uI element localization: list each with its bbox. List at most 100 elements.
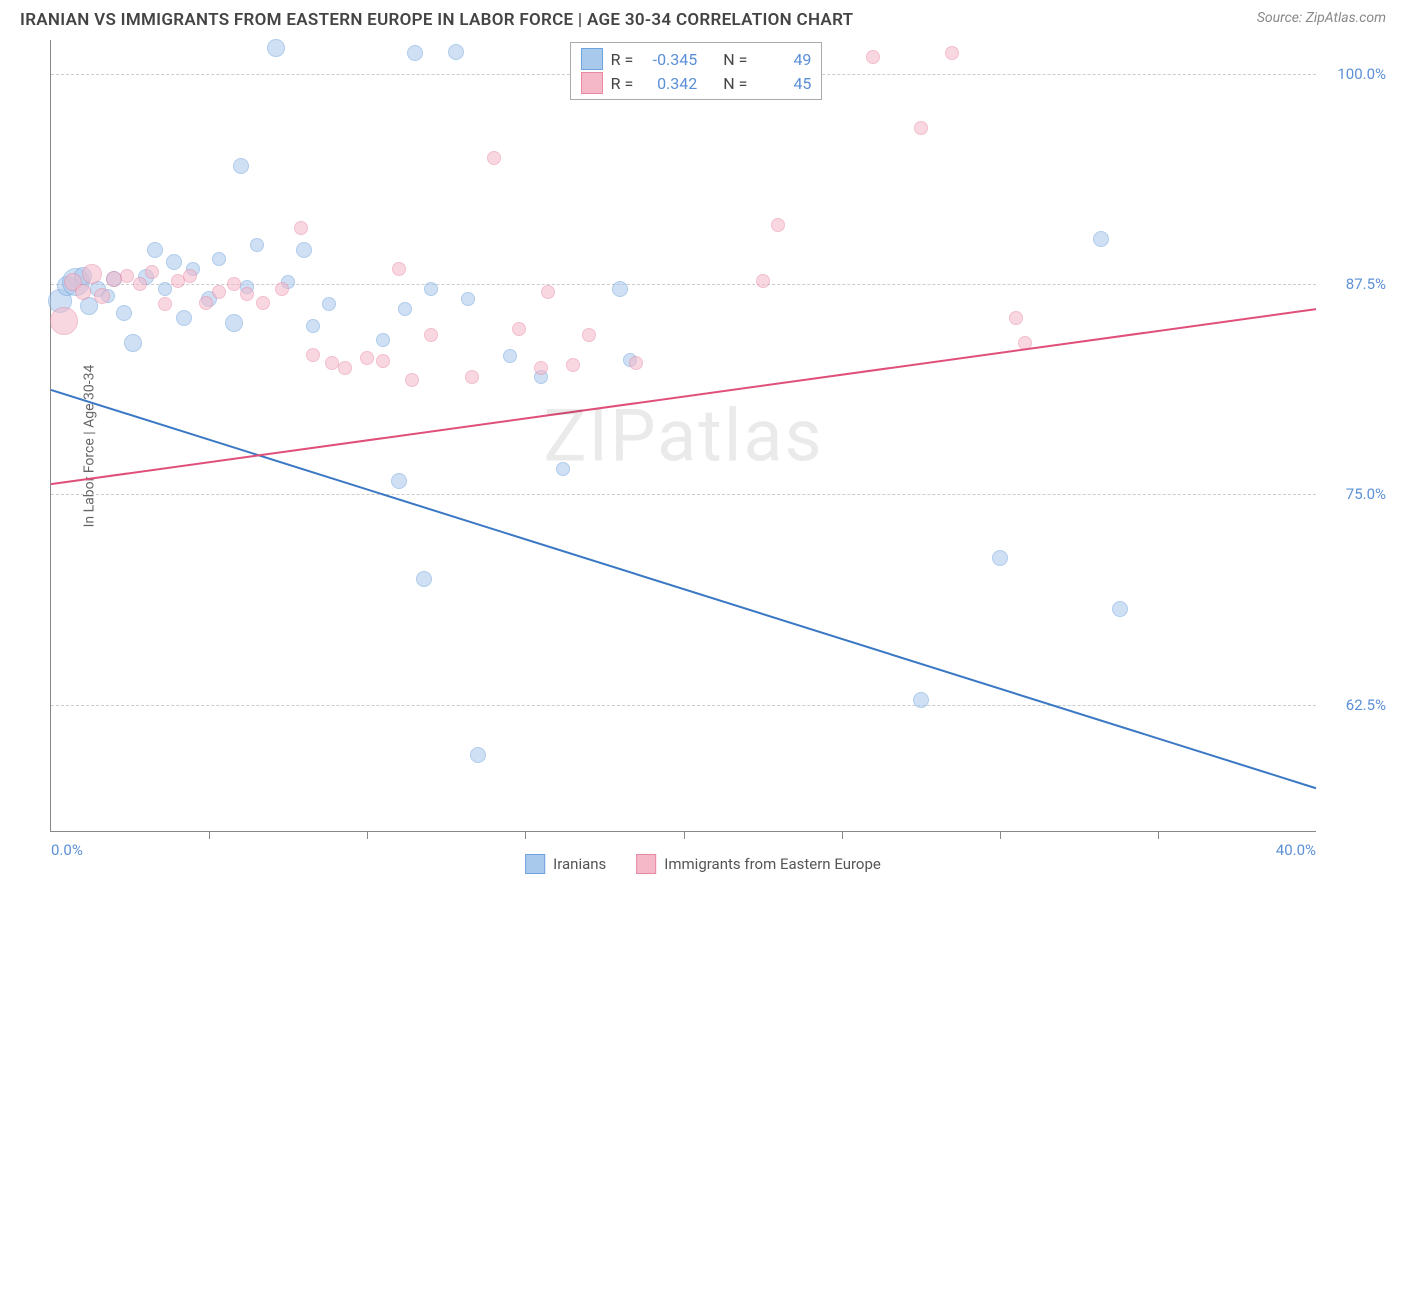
legend-label: Immigrants from Eastern Europe bbox=[664, 855, 881, 873]
data-point-iranians bbox=[322, 297, 336, 311]
data-point-iranians bbox=[461, 292, 475, 306]
data-point-iranians bbox=[391, 473, 407, 489]
grid-line bbox=[51, 494, 1316, 495]
legend-label: Iranians bbox=[553, 855, 606, 873]
legend-swatch-eastern_europe bbox=[581, 72, 603, 94]
r-value: -0.345 bbox=[641, 50, 697, 69]
data-point-eastern_europe bbox=[306, 348, 320, 362]
data-point-iranians bbox=[1093, 231, 1109, 247]
data-point-iranians bbox=[212, 252, 226, 266]
data-point-iranians bbox=[992, 550, 1008, 566]
data-point-eastern_europe bbox=[94, 288, 110, 304]
legend-item-iranians: Iranians bbox=[525, 854, 606, 874]
data-point-eastern_europe bbox=[465, 370, 479, 384]
data-point-eastern_europe bbox=[294, 221, 308, 235]
data-point-iranians bbox=[407, 45, 423, 61]
data-point-iranians bbox=[612, 281, 628, 297]
data-point-eastern_europe bbox=[566, 358, 580, 372]
data-point-eastern_europe bbox=[771, 218, 785, 232]
r-label: R = bbox=[611, 50, 634, 69]
x-tick bbox=[525, 831, 526, 839]
r-label: R = bbox=[611, 74, 634, 93]
data-point-eastern_europe bbox=[82, 264, 102, 284]
y-tick-label: 87.5% bbox=[1346, 275, 1386, 293]
r-value: 0.342 bbox=[641, 74, 697, 93]
data-point-iranians bbox=[424, 282, 438, 296]
data-point-iranians bbox=[225, 314, 243, 332]
data-point-iranians bbox=[233, 158, 249, 174]
n-value: 45 bbox=[755, 74, 811, 93]
n-label: N = bbox=[723, 74, 747, 93]
data-point-eastern_europe bbox=[582, 328, 596, 342]
x-tick bbox=[1000, 831, 1001, 839]
legend-item-eastern_europe: Immigrants from Eastern Europe bbox=[636, 854, 881, 874]
x-tick bbox=[1158, 831, 1159, 839]
data-point-eastern_europe bbox=[424, 328, 438, 342]
data-point-iranians bbox=[158, 282, 172, 296]
data-point-eastern_europe bbox=[914, 121, 928, 135]
legend-swatch-eastern_europe bbox=[636, 854, 656, 874]
data-point-eastern_europe bbox=[487, 151, 501, 165]
data-point-iranians bbox=[296, 242, 312, 258]
n-value: 49 bbox=[755, 50, 811, 69]
legend-swatch-iranians bbox=[525, 854, 545, 874]
x-tick-label: 40.0% bbox=[1276, 841, 1316, 859]
data-point-eastern_europe bbox=[376, 354, 390, 368]
chart-plot-area: 62.5%75.0%87.5%100.0%0.0%40.0% ZIPatlas … bbox=[50, 40, 1316, 832]
data-point-eastern_europe bbox=[199, 296, 213, 310]
data-point-eastern_europe bbox=[275, 282, 289, 296]
data-point-eastern_europe bbox=[120, 269, 134, 283]
data-point-iranians bbox=[306, 319, 320, 333]
y-tick-label: 75.0% bbox=[1346, 485, 1386, 503]
data-point-iranians bbox=[448, 44, 464, 60]
chart-header: IRANIAN VS IMMIGRANTS FROM EASTERN EUROP… bbox=[0, 0, 1406, 30]
data-point-eastern_europe bbox=[629, 356, 643, 370]
data-point-eastern_europe bbox=[405, 373, 419, 387]
data-point-iranians bbox=[267, 39, 285, 57]
data-point-eastern_europe bbox=[158, 297, 172, 311]
legend-swatch-iranians bbox=[581, 48, 603, 70]
data-point-eastern_europe bbox=[866, 50, 880, 64]
data-point-eastern_europe bbox=[75, 284, 91, 300]
data-point-iranians bbox=[124, 334, 142, 352]
data-point-eastern_europe bbox=[133, 277, 147, 291]
stats-row-iranians: R = -0.345 N = 49 bbox=[581, 47, 812, 71]
data-point-eastern_europe bbox=[227, 277, 241, 291]
data-point-eastern_europe bbox=[183, 269, 197, 283]
data-point-iranians bbox=[147, 242, 163, 258]
data-point-iranians bbox=[556, 462, 570, 476]
data-point-eastern_europe bbox=[145, 265, 159, 279]
source-attribution: Source: ZipAtlas.com bbox=[1257, 10, 1386, 26]
data-point-eastern_europe bbox=[240, 287, 254, 301]
n-label: N = bbox=[723, 50, 747, 69]
data-point-eastern_europe bbox=[212, 285, 226, 299]
x-tick bbox=[367, 831, 368, 839]
data-point-eastern_europe bbox=[534, 361, 548, 375]
data-point-eastern_europe bbox=[360, 351, 374, 365]
y-tick-label: 62.5% bbox=[1346, 696, 1386, 714]
data-point-eastern_europe bbox=[512, 322, 526, 336]
data-point-eastern_europe bbox=[256, 296, 270, 310]
x-tick bbox=[842, 831, 843, 839]
data-point-eastern_europe bbox=[338, 361, 352, 375]
y-tick-label: 100.0% bbox=[1337, 65, 1386, 83]
data-point-eastern_europe bbox=[756, 274, 770, 288]
data-point-eastern_europe bbox=[1009, 311, 1023, 325]
stats-legend-box: R = -0.345 N = 49 R = 0.342 N = 45 bbox=[570, 42, 823, 100]
data-point-eastern_europe bbox=[392, 262, 406, 276]
data-point-iranians bbox=[166, 254, 182, 270]
data-point-iranians bbox=[470, 747, 486, 763]
data-point-eastern_europe bbox=[1018, 336, 1032, 350]
data-point-iranians bbox=[250, 238, 264, 252]
data-point-iranians bbox=[398, 302, 412, 316]
x-tick-label: 0.0% bbox=[51, 841, 83, 859]
x-tick bbox=[209, 831, 210, 839]
stats-row-eastern_europe: R = 0.342 N = 45 bbox=[581, 71, 812, 95]
data-point-iranians bbox=[503, 349, 517, 363]
data-point-iranians bbox=[1112, 601, 1128, 617]
data-point-iranians bbox=[913, 692, 929, 708]
chart-title: IRANIAN VS IMMIGRANTS FROM EASTERN EUROP… bbox=[20, 10, 853, 30]
grid-line bbox=[51, 705, 1316, 706]
data-point-iranians bbox=[176, 310, 192, 326]
x-tick bbox=[684, 831, 685, 839]
